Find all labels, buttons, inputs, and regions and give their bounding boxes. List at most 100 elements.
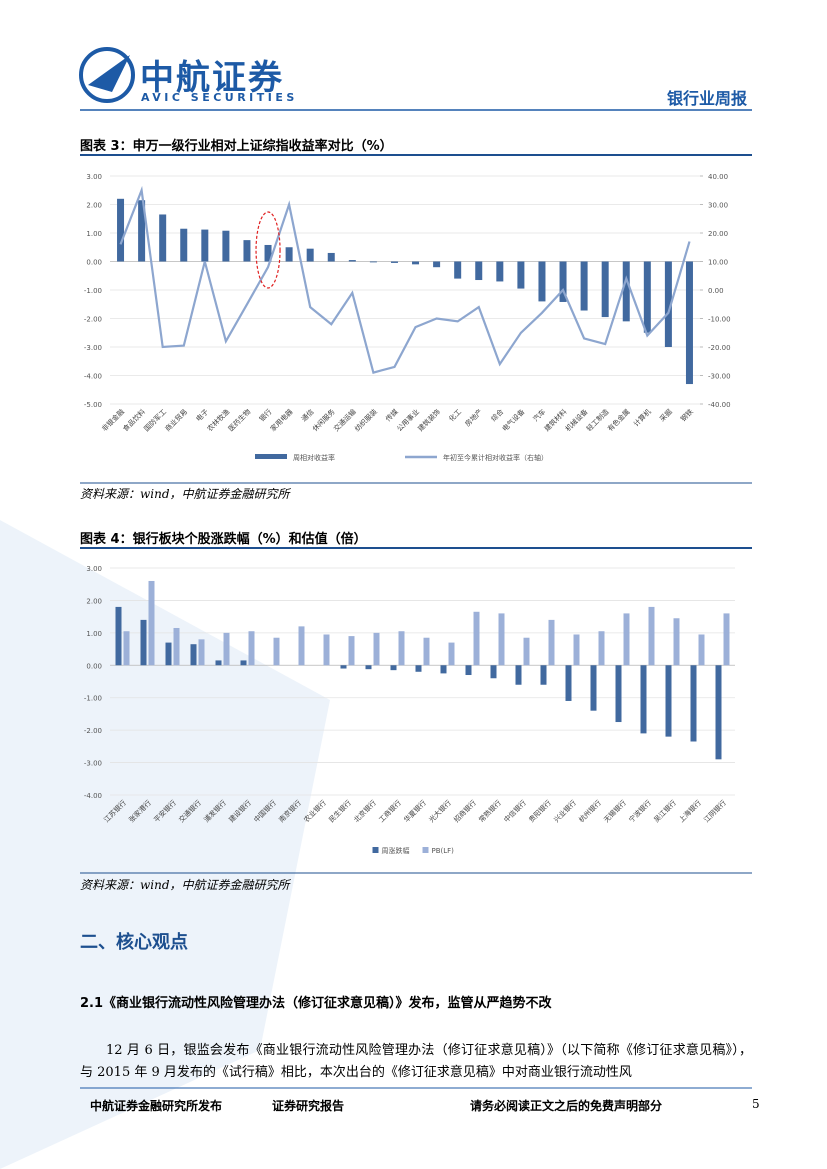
x-tick-label: 电子 <box>194 407 210 423</box>
x-tick-label: 宁波银行 <box>627 798 653 824</box>
bar <box>327 252 335 262</box>
y-tick-label: 1.00 <box>86 630 102 638</box>
bar <box>538 261 546 302</box>
y-tick-label: 0.00 <box>86 259 102 267</box>
bar <box>698 634 705 666</box>
bar <box>223 632 230 666</box>
x-tick-label: 银行 <box>257 407 273 423</box>
logo-wing <box>88 55 130 92</box>
x-tick-label: 招商银行 <box>452 798 478 824</box>
bar <box>515 665 522 685</box>
bar <box>115 606 122 666</box>
bar <box>348 260 356 262</box>
bar <box>298 626 305 666</box>
bar <box>473 611 480 666</box>
bar <box>412 261 420 265</box>
figure-title: 图表 3：申万一级行业相对上证综指收益率对比（%） <box>80 139 393 154</box>
x-tick-label: 贵阳银行 <box>527 798 553 824</box>
bar <box>590 665 597 711</box>
x-tick-label: 化工 <box>447 407 463 423</box>
bar <box>423 637 430 666</box>
x-tick-label: 民生银行 <box>327 798 353 824</box>
y-tick-label: -3.00 <box>84 760 102 768</box>
subsection-heading: 2.1《商业银行流动性风险管理办法（修订征求意见稿）》发布，监管从严趋势不改 <box>80 996 552 1011</box>
bar <box>165 642 172 666</box>
x-tick-label: 汽车 <box>531 407 547 423</box>
bar <box>622 261 630 322</box>
bar <box>665 665 672 737</box>
bar <box>475 261 483 281</box>
bar <box>215 660 222 666</box>
bar <box>723 613 730 666</box>
bar <box>140 619 147 666</box>
x-tick-label: 江阴银行 <box>702 798 728 824</box>
legend-label: 周涨跌幅 <box>382 846 410 855</box>
bar <box>117 198 125 262</box>
logo-subtext: AVIC SECURITIES <box>141 91 298 104</box>
x-tick-label: 家用电器 <box>268 407 294 433</box>
bar <box>573 634 580 666</box>
y-tick-label: -1.00 <box>84 695 102 703</box>
figure-source: 资料来源：wind，中航证券金融研究所 <box>80 878 290 892</box>
bar <box>440 665 447 674</box>
y-tick-label: -5.00 <box>84 401 102 409</box>
bar <box>643 261 651 333</box>
bar <box>323 634 330 666</box>
x-tick-label: 钢铁 <box>679 407 695 423</box>
y2-tick-label: 20.00 <box>708 230 728 238</box>
bar <box>640 665 647 734</box>
bar <box>465 665 472 676</box>
x-tick-label: 纺织服装 <box>353 407 379 433</box>
bar <box>201 229 209 262</box>
bar <box>433 261 441 268</box>
bar <box>273 637 280 666</box>
logo-text: 中航证券 <box>140 58 284 98</box>
footer-publisher: 中航证券金融研究所发布 <box>90 1099 223 1113</box>
y-tick-label: -3.00 <box>84 344 102 352</box>
section-heading: 二、核心观点 <box>80 932 188 953</box>
bar <box>248 631 255 666</box>
x-tick-label: 兴业银行 <box>552 798 578 824</box>
legend-swatch <box>372 847 379 853</box>
figure-source: 资料来源：wind，中航证券金融研究所 <box>80 487 290 501</box>
x-tick-label: 电气设备 <box>500 407 526 433</box>
y-tick-label: -4.00 <box>84 373 102 381</box>
x-tick-label: 杭州银行 <box>577 798 603 824</box>
bar <box>365 665 372 670</box>
legend-label: PB(LF) <box>432 847 455 855</box>
bar <box>498 613 505 666</box>
bar <box>517 261 525 289</box>
y-tick-label: 2.00 <box>86 597 102 605</box>
x-tick-label: 工商银行 <box>377 798 403 824</box>
bar <box>123 631 130 666</box>
bar <box>559 261 567 302</box>
x-tick-label: 无锡银行 <box>602 798 628 824</box>
figure-title: 图表 4：银行板块个股涨跌幅（%）和估值（倍） <box>80 532 367 547</box>
y-tick-label: -1.00 <box>84 287 102 295</box>
bar <box>306 248 314 262</box>
y2-tick-label: -20.00 <box>708 344 731 352</box>
x-tick-label: 常熟银行 <box>477 798 503 824</box>
bar <box>540 665 547 685</box>
bar <box>415 665 422 672</box>
bar <box>648 606 655 666</box>
bar <box>373 632 380 666</box>
x-tick-label: 建筑装饰 <box>416 407 442 433</box>
bar <box>348 636 355 666</box>
bar <box>454 261 462 279</box>
highlight-circle <box>255 211 281 289</box>
bar <box>180 228 188 262</box>
x-tick-label: 综合 <box>489 407 505 423</box>
x-tick-label: 通信 <box>299 407 315 423</box>
x-tick-label: 吴江银行 <box>652 798 678 824</box>
y2-tick-label: 10.00 <box>708 259 728 267</box>
y2-tick-label: 40.00 <box>708 173 728 181</box>
bar <box>159 214 167 262</box>
bar <box>390 261 398 263</box>
bar <box>148 580 155 666</box>
bar <box>715 665 722 760</box>
x-tick-label: 传媒 <box>384 407 400 423</box>
y-tick-label: 3.00 <box>86 565 102 573</box>
